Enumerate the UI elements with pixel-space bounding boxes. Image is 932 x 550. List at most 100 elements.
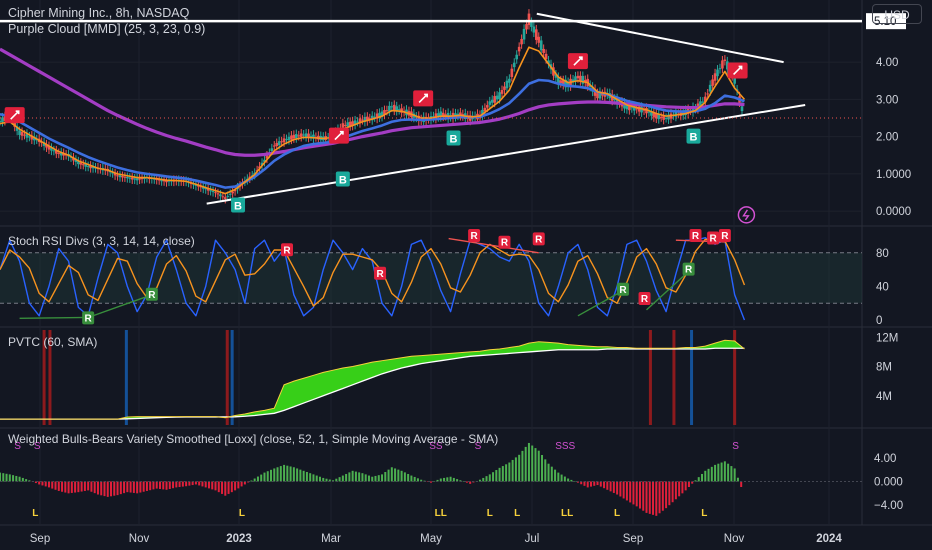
time-axis-tick: Sep (623, 533, 643, 545)
histogram-bar (371, 476, 374, 482)
candle-body (498, 92, 501, 100)
histogram-bar (309, 473, 312, 482)
histogram-bar (119, 481, 122, 495)
candle-body (515, 54, 519, 60)
candle-body (579, 75, 582, 82)
histogram-bar (707, 468, 710, 482)
candle-body (197, 185, 200, 187)
histogram-bar (652, 481, 655, 515)
candle-body (388, 105, 391, 112)
histogram-bar (38, 481, 41, 485)
histogram-bar (250, 480, 253, 482)
histogram-bar (123, 481, 126, 494)
histogram-bar (83, 481, 86, 491)
candle-body (716, 69, 719, 77)
candle-body (380, 111, 384, 117)
candle-body (165, 180, 168, 183)
candle-body (81, 164, 85, 166)
histogram-bar (162, 481, 165, 490)
bulls-axis-tick: 4.00 (874, 453, 896, 465)
histogram-bar (736, 477, 739, 482)
candle-body (358, 118, 362, 124)
currency-button[interactable]: USD (872, 4, 922, 24)
candle-body (434, 113, 438, 119)
candle-body (160, 179, 163, 182)
candle-body (282, 138, 286, 143)
candle-body (439, 111, 443, 118)
candle-body (650, 110, 653, 116)
candle-body (701, 101, 705, 103)
s-marker: S (732, 441, 739, 452)
histogram-bar (629, 481, 632, 503)
histogram-bar (433, 481, 436, 482)
histogram-bar (612, 481, 615, 493)
candle-body (527, 13, 531, 26)
histogram-bar (2, 473, 5, 482)
histogram-bar (354, 471, 357, 482)
candle-body (493, 96, 496, 103)
candle-body (718, 68, 722, 70)
buy-label (686, 128, 701, 144)
candle-body (299, 133, 303, 137)
candle-body (162, 180, 166, 182)
histogram-bar (283, 464, 286, 482)
candle-body (637, 106, 641, 112)
bear-divergence-label-text: R (692, 231, 700, 242)
histogram-bar (158, 481, 161, 489)
histogram-bar (188, 481, 191, 486)
bear-divergence-label (689, 229, 702, 242)
histogram-bar (377, 475, 380, 482)
histogram-bar (74, 481, 77, 493)
price-pane[interactable]: B B B B (0, 9, 862, 224)
resistance-trendline (536, 12, 784, 64)
histogram-bar (103, 481, 106, 497)
histogram-bar (580, 481, 583, 485)
histogram-bar (603, 481, 606, 489)
histogram-bar (720, 462, 723, 482)
candle-body (459, 112, 462, 117)
candle-body (723, 59, 727, 61)
pvtc-pane[interactable] (0, 330, 745, 425)
candle-body (733, 77, 736, 84)
candle-body (363, 116, 367, 122)
histogram-bar (521, 450, 524, 482)
bulls-bears-pane[interactable]: S S SS S SSS SL L LL L L LL L L (0, 441, 862, 519)
candle-body (20, 131, 24, 136)
histogram-bar (207, 481, 210, 489)
histogram-bar (410, 475, 413, 482)
histogram-bar (462, 481, 465, 482)
histogram-bar (413, 476, 416, 482)
ema-fast-line (0, 46, 746, 195)
candle-body (652, 112, 656, 118)
histogram-bar (260, 474, 263, 482)
histogram-bar (547, 463, 550, 482)
histogram-bar (446, 477, 449, 482)
price-axis-tick: 0.0000 (876, 206, 911, 218)
candle-body (576, 75, 580, 79)
candle-body (557, 76, 560, 85)
candle-body (118, 175, 122, 178)
candle-body (596, 93, 599, 99)
candle-body (42, 142, 46, 146)
candle-body (263, 159, 266, 162)
histogram-bar (563, 476, 566, 482)
candle-body (287, 136, 291, 141)
histogram-bar (224, 481, 227, 496)
candle-body (74, 159, 78, 162)
histogram-bar (318, 476, 321, 482)
candle-body (554, 74, 558, 78)
histogram-bar (139, 481, 142, 493)
bulls-axis-tick: 0.000 (874, 476, 903, 488)
histogram-bar (430, 481, 432, 483)
histogram-bar (18, 476, 21, 482)
candle-body (341, 123, 345, 128)
buy-label-text: B (339, 174, 347, 186)
candle-body (375, 113, 379, 119)
histogram-bar (292, 467, 295, 482)
candle-body (559, 80, 563, 84)
histogram-bar (518, 454, 521, 482)
candle-body (260, 162, 264, 166)
